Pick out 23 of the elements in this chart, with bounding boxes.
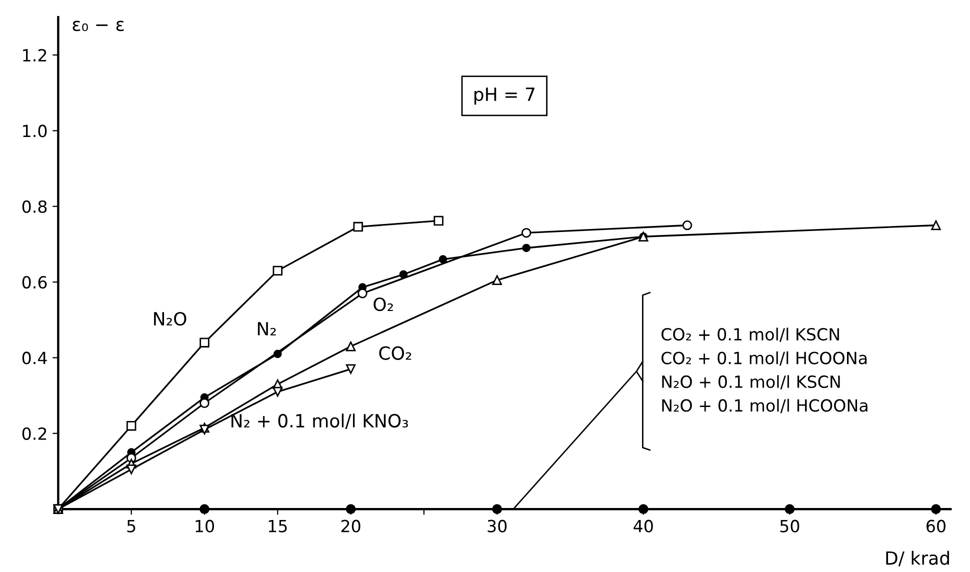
series-label: CO₂	[379, 346, 412, 360]
series-label: O₂	[374, 297, 393, 312]
x-tick-label: 5	[127, 520, 136, 532]
y-tick-label: 0.2	[22, 427, 46, 440]
x-tick-label: 10	[196, 520, 214, 532]
y-tick-label: 0.6	[22, 276, 47, 289]
y-axis-title: ε₀ − ε	[72, 20, 124, 32]
x-tick-label: 40	[634, 520, 653, 532]
x-tick-label: 20	[341, 520, 360, 532]
series-label: N₂ + 0.1 mol/l KNO₃	[232, 414, 408, 429]
y-tick-label: 1.0	[23, 124, 47, 138]
x-tick-label: 60	[926, 520, 946, 532]
y-tick-label: 1.2	[23, 48, 46, 62]
annotation: CO₂ + 0.1 mol/l KSCN CO₂ + 0.1 mol/l HCOONa N₂O + 0.1 mol/l KSCN N₂O + 0.1 mol/l HCOONa	[662, 328, 868, 414]
x-tick-label: 15	[268, 520, 287, 532]
y-tick-label: 0.8	[22, 200, 47, 213]
x-axis-title: D/ krad	[886, 550, 949, 566]
x-tick-label: 50	[780, 520, 800, 532]
series-label: N₂	[258, 322, 276, 336]
y-tick-label: 0.4	[22, 352, 47, 364]
annotation: pH = 7	[474, 88, 534, 105]
series-label: N₂O	[154, 312, 186, 326]
x-tick-label: 30	[488, 520, 507, 532]
